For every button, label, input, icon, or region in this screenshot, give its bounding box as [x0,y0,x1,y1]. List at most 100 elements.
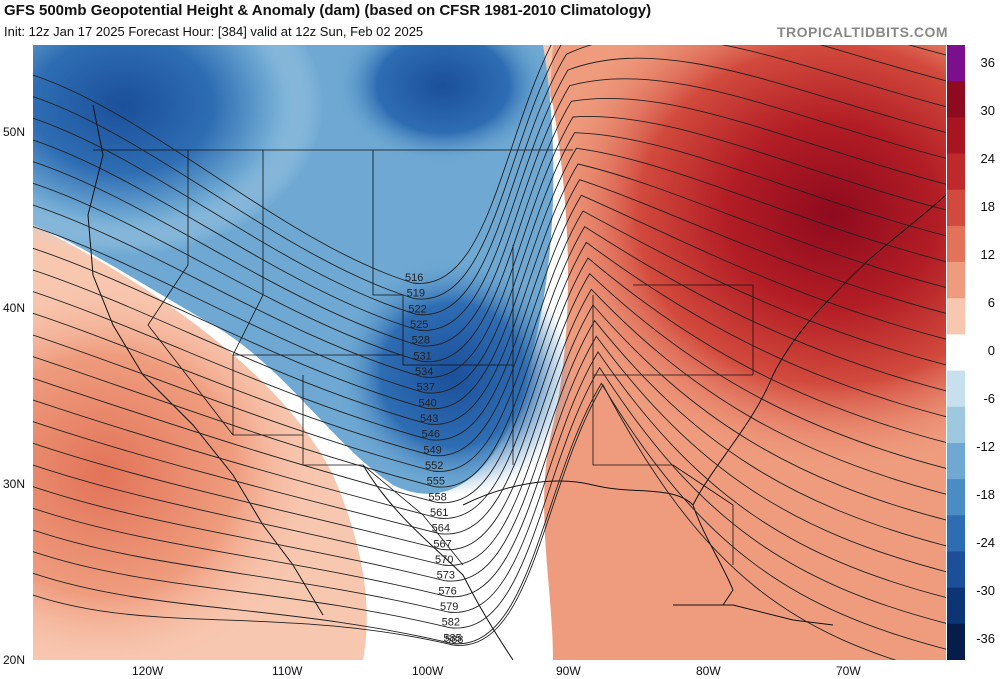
colorbar-swatch [947,81,965,118]
colorbar: 36 30 24 18 12 6 0 -6 -12 -18 -24 -30 -36 [947,45,995,660]
height-label: 537 [417,382,435,394]
colorbar-swatch [947,153,965,191]
height-label: 558 [428,491,446,503]
height-contour [33,194,946,456]
warm-anomaly-west [33,275,323,660]
colorbar-swatch [947,262,965,299]
colorbar-swatch [947,370,965,408]
height-label: 570 [435,554,453,566]
colorbar-swatch [947,587,965,625]
colorbar-swatch [947,623,965,660]
colorbar-label: -18 [976,487,995,502]
height-label: 534 [415,366,433,378]
height-contour [33,241,946,503]
anomaly-map: 516 519 522 525 528 531 534 537 540 543 546 549 552 5… [33,45,946,660]
height-contour [33,226,946,488]
colorbar-label: 36 [981,55,995,70]
colorbar-swatch [947,117,965,155]
colorbar-label: -6 [983,391,995,406]
brand-watermark: TROPICALTIDBITS.COM [776,24,948,40]
lon-label-80w: 80W [696,664,721,678]
forecast-info: Init: 12z Jan 17 2025 Forecast Hour: [38… [4,24,424,39]
colorbar-swatch [947,189,965,227]
height-contour [33,78,946,347]
colorbar-swatch [947,479,965,516]
colorbar-swatch [947,45,965,82]
colorbar-swatch [947,515,965,552]
height-contour [33,382,946,650]
lon-label-100w: 100W [412,664,444,678]
height-contour [33,115,946,378]
colorbar-label: -36 [976,631,995,646]
height-contour [33,210,946,472]
colorbar-swatch [947,551,965,589]
height-contour [33,45,946,284]
height-label: 573 [437,570,455,582]
colorbar-label: 18 [981,199,995,214]
height-contour [33,335,946,597]
colorbar-swatch [947,225,965,263]
colorbar-swatch [947,334,965,372]
lat-label-30n: 30N [3,477,26,491]
colorbar-swatch [947,442,965,480]
height-label: 585 [443,632,461,644]
height-contour [33,45,946,315]
height-contour [33,179,946,441]
colorbar-label: 6 [988,295,995,310]
lon-label-90w: 90W [556,664,581,678]
height-contour [33,319,946,582]
height-contour [33,45,946,300]
colorbar-label: -30 [976,583,995,598]
height-label: 552 [425,460,443,472]
colorbar-label: -12 [976,439,995,454]
height-contour [33,384,897,660]
height-contour [33,132,946,394]
colorbar-label: 12 [981,247,995,262]
height-contour [33,97,946,362]
colorbar-swatch [947,406,965,444]
height-labels: 516 519 522 525 528 531 534 537 540 543 546 549 552 5… [405,272,463,646]
height-contour [33,57,946,331]
height-contours [33,45,946,660]
height-label: 588 [445,634,463,646]
height-label: 531 [413,350,431,362]
lon-label-70w: 70W [836,664,861,678]
colorbar-label: -24 [976,535,995,550]
height-contour [33,351,946,613]
height-label: 516 [405,272,423,284]
height-contour [33,304,946,566]
height-label: 528 [412,335,430,347]
height-contour [33,257,946,519]
height-label: 576 [438,585,456,597]
colorbar-swatch [947,298,965,335]
height-label: 519 [407,288,425,300]
lon-label-120w: 120W [132,664,164,678]
height-label: 522 [408,303,426,315]
height-label: 525 [410,319,428,331]
lat-label-20n: 20N [3,653,26,667]
lat-label-50n: 50N [3,125,26,139]
height-contour [33,147,946,409]
height-label: 546 [422,429,440,441]
cold-anomaly-core-hudson [333,45,553,165]
height-label: 561 [430,507,448,519]
map-title: GFS 500mb Geopotential Height & Anomaly … [4,2,652,19]
height-label: 567 [433,538,451,550]
height-label: 549 [423,444,441,456]
colorbar-label: 0 [988,343,995,358]
height-label: 582 [442,617,460,629]
lon-label-110w: 110W [272,664,303,678]
height-label: 579 [440,601,458,613]
colorbar-label: 24 [981,151,995,166]
colorbar-label: 30 [981,103,995,118]
height-contour [33,163,946,425]
height-contour [33,272,946,535]
height-contour [33,288,946,550]
height-label: 540 [418,397,436,409]
warm-anomaly-core [533,45,946,475]
lat-label-40n: 40N [3,301,26,315]
height-contour [33,366,946,629]
coastlines [87,104,946,660]
height-label: 564 [432,523,450,535]
height-label: 543 [420,413,438,425]
